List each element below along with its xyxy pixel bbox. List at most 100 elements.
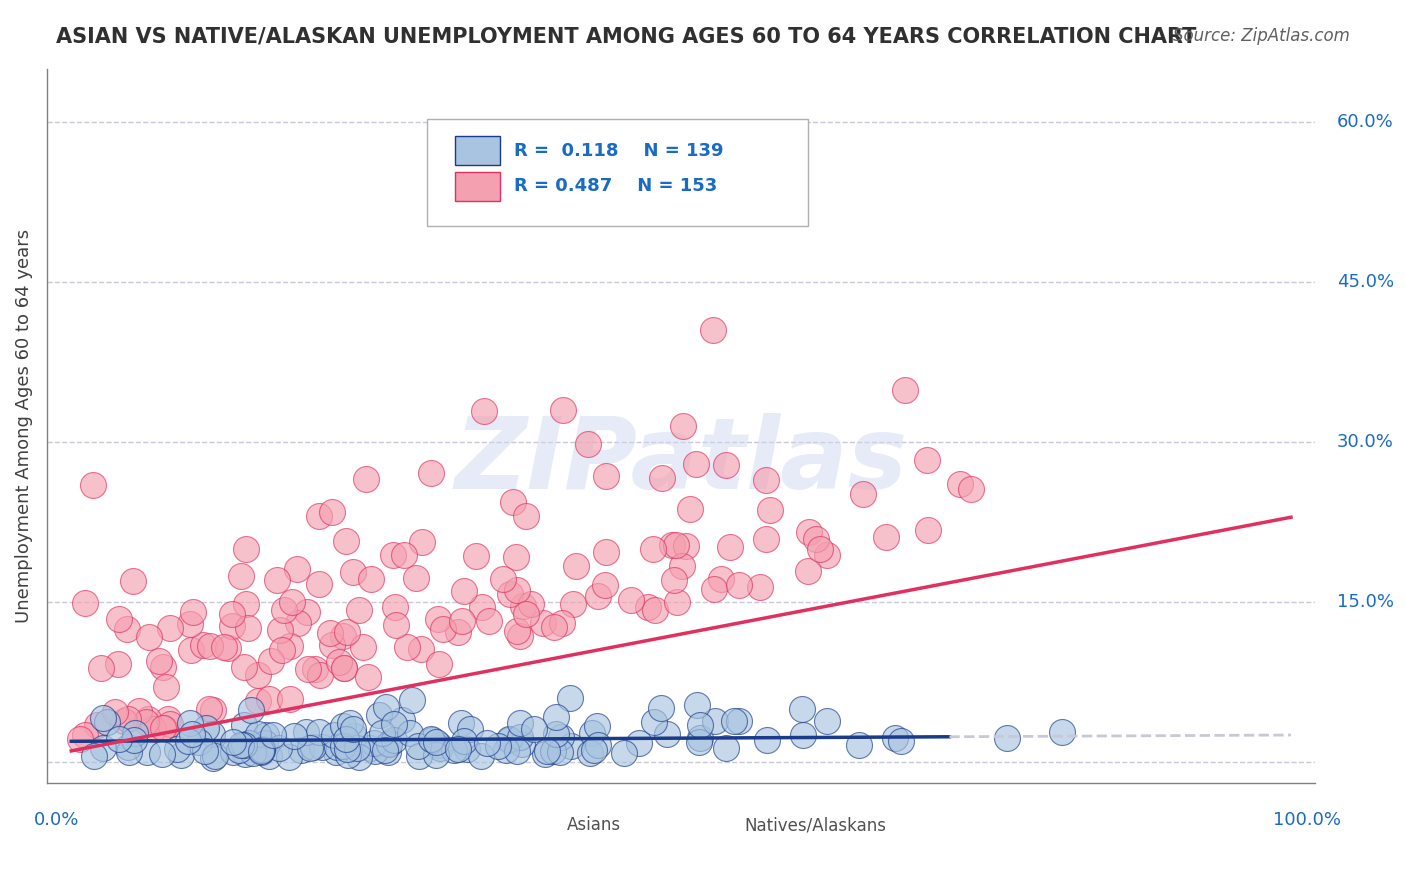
Point: [117, 740, 139, 755]
Point: [262, 728, 284, 742]
Point: [595, 578, 617, 592]
Point: [427, 738, 450, 752]
Point: [242, 746, 264, 760]
Point: [253, 736, 276, 750]
Point: [194, 744, 217, 758]
Point: [246, 668, 269, 682]
Point: [703, 582, 725, 596]
Point: [311, 739, 333, 754]
Point: [308, 725, 330, 739]
Point: [319, 626, 342, 640]
Point: [252, 741, 274, 756]
Point: [136, 745, 159, 759]
Point: [187, 735, 209, 749]
Point: [586, 738, 609, 752]
Point: [714, 741, 737, 756]
Point: [360, 572, 382, 586]
Point: [138, 713, 160, 727]
Point: [796, 564, 818, 578]
Point: [472, 404, 495, 418]
Point: [759, 503, 782, 517]
Point: [443, 743, 465, 757]
Point: [82, 478, 104, 492]
Point: [627, 735, 650, 749]
Point: [586, 589, 609, 603]
Point: [240, 702, 263, 716]
Point: [222, 745, 245, 759]
Point: [302, 739, 325, 754]
Point: [166, 741, 188, 756]
Point: [894, 384, 917, 398]
Point: [465, 549, 488, 563]
Point: [179, 617, 201, 632]
Point: [91, 711, 114, 725]
Point: [332, 629, 354, 643]
Point: [581, 726, 603, 740]
Point: [233, 747, 256, 761]
Point: [179, 715, 201, 730]
Point: [710, 572, 733, 586]
Point: [222, 735, 245, 749]
Point: [278, 692, 301, 706]
Point: [425, 748, 447, 763]
Point: [450, 716, 472, 731]
Point: [201, 727, 224, 741]
Point: [657, 727, 679, 741]
Point: [491, 572, 513, 586]
Point: [298, 741, 321, 756]
Point: [271, 643, 294, 657]
Point: [613, 746, 636, 760]
Text: 0.0%: 0.0%: [34, 812, 80, 830]
Point: [269, 740, 291, 755]
Point: [419, 731, 441, 746]
Point: [336, 624, 359, 639]
Point: [519, 598, 541, 612]
Point: [217, 641, 239, 656]
Point: [686, 698, 709, 712]
Point: [250, 745, 273, 759]
Point: [595, 468, 617, 483]
Point: [586, 719, 609, 733]
Point: [544, 710, 567, 724]
Point: [221, 619, 243, 633]
Point: [177, 734, 200, 748]
FancyBboxPatch shape: [427, 119, 808, 226]
Point: [562, 597, 585, 611]
Point: [335, 732, 357, 747]
Point: [115, 623, 138, 637]
Text: ASIAN VS NATIVE/ALASKAN UNEMPLOYMENT AMONG AGES 60 TO 64 YEARS CORRELATION CHART: ASIAN VS NATIVE/ALASKAN UNEMPLOYMENT AMO…: [56, 27, 1197, 46]
Point: [335, 534, 357, 549]
Point: [214, 640, 236, 654]
Point: [278, 639, 301, 653]
Point: [664, 573, 686, 587]
Point: [728, 714, 751, 728]
FancyBboxPatch shape: [456, 136, 499, 165]
Point: [339, 715, 361, 730]
Point: [232, 738, 254, 752]
Text: 45.0%: 45.0%: [1337, 273, 1393, 291]
Point: [429, 741, 451, 756]
Point: [260, 654, 283, 668]
Point: [156, 712, 179, 726]
Point: [408, 748, 430, 763]
Point: [551, 615, 574, 630]
Point: [273, 603, 295, 617]
Point: [181, 605, 204, 619]
Point: [498, 732, 520, 747]
Point: [295, 606, 318, 620]
Text: Source: ZipAtlas.com: Source: ZipAtlas.com: [1173, 27, 1350, 45]
Point: [665, 538, 688, 552]
Point: [322, 728, 344, 742]
Point: [332, 661, 354, 675]
Point: [193, 638, 215, 652]
Point: [364, 744, 387, 758]
Point: [375, 700, 398, 714]
Point: [384, 600, 406, 615]
Point: [560, 739, 582, 753]
Point: [352, 640, 374, 654]
Point: [755, 532, 778, 546]
Point: [548, 745, 571, 759]
Point: [235, 541, 257, 556]
Point: [138, 631, 160, 645]
Point: [723, 714, 745, 728]
